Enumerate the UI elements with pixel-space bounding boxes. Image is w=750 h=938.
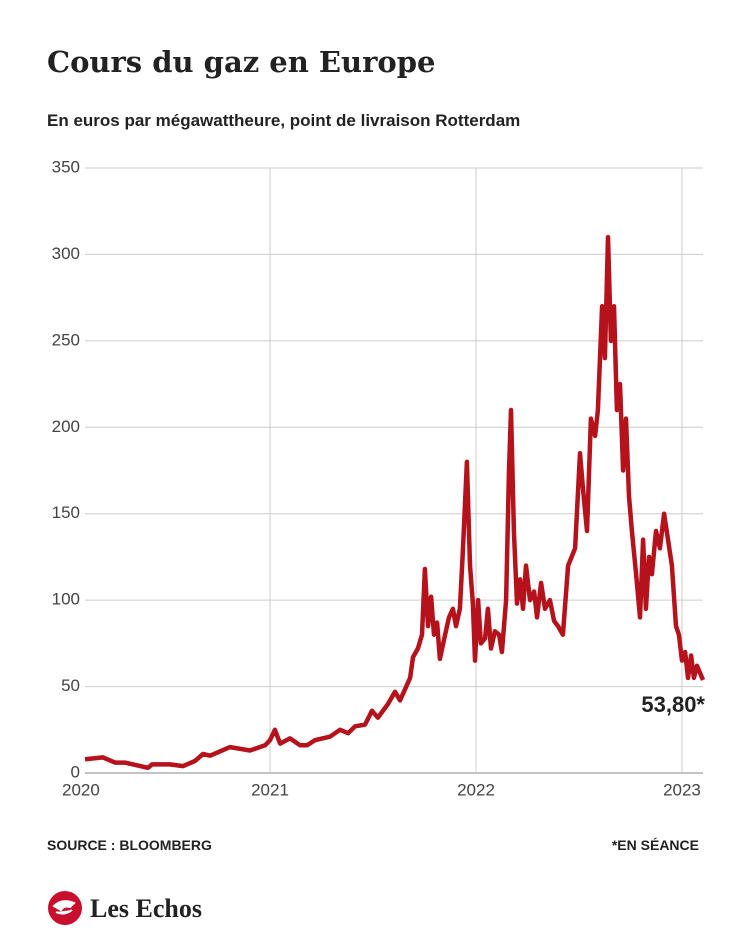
logo-bird: [52, 900, 76, 915]
y-tick-label: 100: [52, 590, 80, 609]
chart-title: Cours du gaz en Europe: [47, 45, 435, 79]
y-tick-label: 200: [52, 417, 80, 436]
y-tick-label: 300: [52, 244, 80, 263]
value-label: 53,80*: [641, 692, 705, 717]
line: [84, 234, 706, 771]
y-tick-label: 0: [71, 762, 80, 781]
y-tick-label: 350: [52, 157, 80, 176]
logo-text: Les Echos: [90, 894, 202, 923]
y-tick-label: 150: [52, 503, 80, 522]
source: SOURCE : BLOOMBERG: [47, 837, 212, 853]
y-tick-label: 50: [61, 676, 80, 695]
x-tick-label: 2020: [62, 780, 100, 799]
note: *EN SÉANCE: [612, 837, 699, 853]
logo: Les Echos: [48, 891, 202, 925]
logo-icon: [48, 891, 82, 925]
x-tick-label: 2023: [663, 780, 701, 799]
chart-subtitle: En euros par mégawattheure, point de liv…: [47, 111, 520, 130]
y-tick-label: 250: [52, 330, 80, 349]
x-tick-label: 2021: [251, 780, 289, 799]
x-tick-label: 2022: [457, 780, 495, 799]
